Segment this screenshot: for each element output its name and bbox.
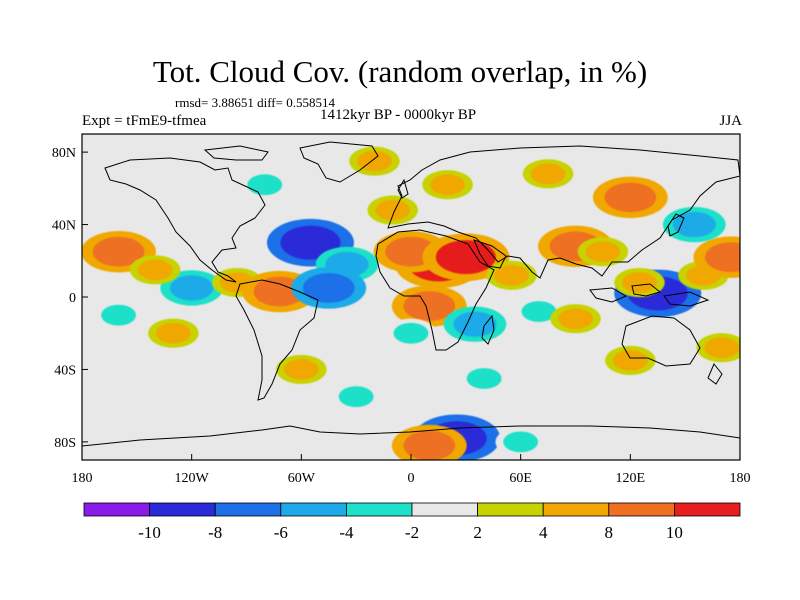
- lon-tick-label: 180: [72, 471, 93, 486]
- lat-tick-label: 80S: [54, 436, 76, 451]
- lon-tick-label: 120E: [616, 471, 646, 486]
- lat-tick-label: 80N: [52, 146, 76, 161]
- anomaly-core: [503, 431, 539, 453]
- coast-japan: [667, 213, 685, 237]
- coast-uk: [397, 178, 409, 199]
- colorbar-label: -8: [208, 523, 222, 542]
- anomaly-core: [393, 322, 429, 344]
- colorbar-swatch: [83, 502, 150, 517]
- anomaly-core: [585, 241, 621, 263]
- anomaly-core: [403, 430, 456, 460]
- anomaly-core: [155, 322, 191, 344]
- colorbar-label: -6: [274, 523, 288, 542]
- lon-tick-label: 0: [408, 471, 415, 486]
- coast-antarctica: [82, 425, 740, 447]
- coast-maritime-continent: [589, 283, 710, 307]
- coast-arabia: [473, 239, 507, 269]
- anomaly-core: [101, 304, 136, 326]
- anomaly-core: [453, 311, 497, 337]
- colorbar-swatch: [674, 502, 741, 517]
- colorbar-label: 2: [473, 523, 482, 542]
- anomaly-core: [280, 225, 341, 260]
- coast-australia: [621, 315, 701, 367]
- coast-north-america: [104, 157, 266, 283]
- anomaly-core: [530, 163, 566, 185]
- anomaly-core: [705, 242, 740, 272]
- anomaly-core: [521, 301, 557, 322]
- anomaly-core: [558, 308, 593, 330]
- colorbar-label: -10: [138, 523, 161, 542]
- coast-new-zealand: [707, 363, 723, 385]
- colorbar-swatch: [411, 502, 478, 517]
- anomaly-core: [604, 182, 657, 213]
- stats-label: rmsd= 3.88651 diff= 0.558514: [175, 95, 335, 110]
- colorbar-swatch: [542, 502, 610, 517]
- anomaly-core: [494, 264, 529, 286]
- anomaly-core: [403, 291, 456, 321]
- colorbar-label: 10: [666, 523, 683, 542]
- anomaly-core: [247, 174, 283, 196]
- colorbar-label: 4: [539, 523, 548, 542]
- coast-south-america: [235, 279, 319, 401]
- anomaly-core: [302, 273, 355, 303]
- longitude-ticks: 180 120W 60W 0 60E 120E 180: [72, 454, 751, 486]
- colorbar-label: -2: [405, 523, 419, 542]
- colorbar-swatch: [345, 502, 413, 517]
- lat-tick-label: 0: [69, 291, 76, 306]
- anomaly-core: [92, 236, 145, 267]
- colorbar-swatch: [477, 502, 544, 517]
- map-title: Tot. Cloud Cov. (random overlap, in %): [152, 54, 648, 89]
- anomaly-core: [612, 349, 648, 371]
- anomaly-core: [622, 272, 657, 293]
- coast-africa: [375, 229, 495, 351]
- anomaly-core: [170, 275, 214, 301]
- anomaly-core: [435, 240, 496, 275]
- season-label: JJA: [719, 113, 742, 129]
- coastlines: [82, 141, 740, 447]
- colorbar-swatch: [214, 502, 282, 517]
- anomaly-core: [466, 368, 502, 389]
- anomaly-core: [375, 199, 411, 221]
- colorbar-swatch: [280, 502, 347, 517]
- anomaly-core: [178, 162, 205, 179]
- period-label: 1412kyr BP - 0000kyr BP: [320, 107, 477, 123]
- colorbar-swatch: [149, 502, 216, 517]
- anomaly-core: [704, 337, 740, 359]
- coast-madagascar: [481, 314, 495, 345]
- coast-eurasia: [387, 145, 740, 279]
- experiment-label: Expt = tFmE9-tfmea: [82, 113, 207, 129]
- anomaly-core: [430, 174, 465, 196]
- lat-tick-label: 40N: [52, 219, 76, 234]
- anomaly-core: [357, 150, 392, 172]
- lon-tick-label: 180: [730, 471, 751, 486]
- anomaly-core: [338, 386, 374, 408]
- coast-greenland: [299, 141, 379, 183]
- anomaly-layer: [82, 146, 740, 460]
- coast-arctic-islands: [203, 145, 269, 161]
- anomaly-core: [283, 359, 319, 380]
- lon-tick-label: 120W: [175, 471, 210, 486]
- colorbar-swatch: [608, 502, 675, 517]
- anomaly-core: [137, 259, 173, 281]
- colorbar: -10 -8 -6 -4 -2 2 4 8 10: [83, 502, 741, 542]
- lon-tick-label: 60W: [288, 471, 316, 486]
- colorbar-label: -4: [339, 523, 354, 542]
- latitude-ticks: 80N 40N 0 40S 80S: [52, 146, 88, 451]
- lat-tick-label: 40S: [54, 363, 76, 378]
- lon-tick-label: 60E: [509, 471, 532, 486]
- colorbar-label: 8: [605, 523, 614, 542]
